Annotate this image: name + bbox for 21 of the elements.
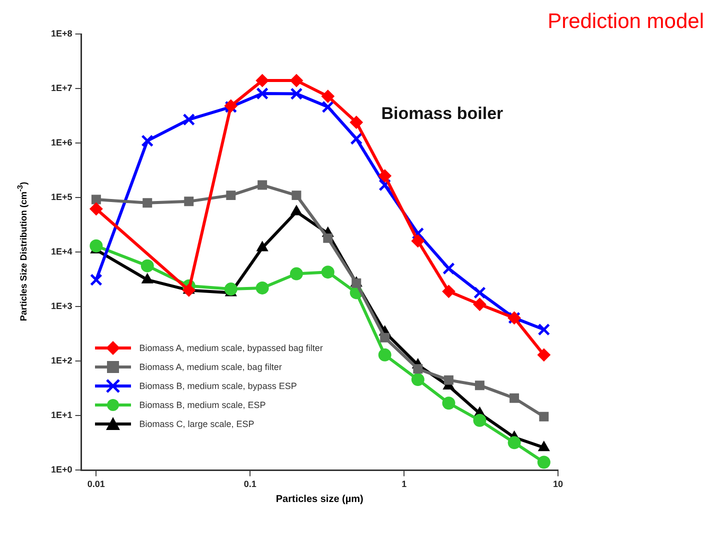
y-tick-label: 1E+7 <box>50 83 72 94</box>
y-tick-label: 1E+4 <box>50 246 72 257</box>
y-tick-label: 1E+8 <box>50 28 72 38</box>
x-axis-title: Particles size (µm) <box>274 494 364 506</box>
x-tick-label: 10 <box>552 479 564 490</box>
legend-label: Biomass A, medium scale, bag filter <box>139 362 282 372</box>
legend-label: Biomass B, medium scale, ESP <box>139 400 266 410</box>
x-tick-label: 0.01 <box>87 479 105 490</box>
y-tick-label: 1E+0 <box>50 464 72 475</box>
annotation: Biomass boiler <box>381 104 504 124</box>
x-tick-label: 1 <box>402 479 407 490</box>
x-tick-label: 0.1 <box>244 479 256 490</box>
y-tick-label: 1E+3 <box>50 301 72 312</box>
y-tick-label: 1E+1 <box>50 410 72 420</box>
legend-label: Biomass B, medium scale, bypass ESP <box>139 380 297 391</box>
y-tick-label: 1E+5 <box>50 192 72 202</box>
legend-label: Biomass A, medium scale, bypassed bag filter <box>139 342 323 353</box>
y-tick-label: 1E+6 <box>50 138 72 148</box>
legend-label: Biomass C, large scale, ESP <box>139 418 254 429</box>
y-tick-label: 1E+2 <box>50 356 72 366</box>
text: Prediction model <box>548 10 704 34</box>
